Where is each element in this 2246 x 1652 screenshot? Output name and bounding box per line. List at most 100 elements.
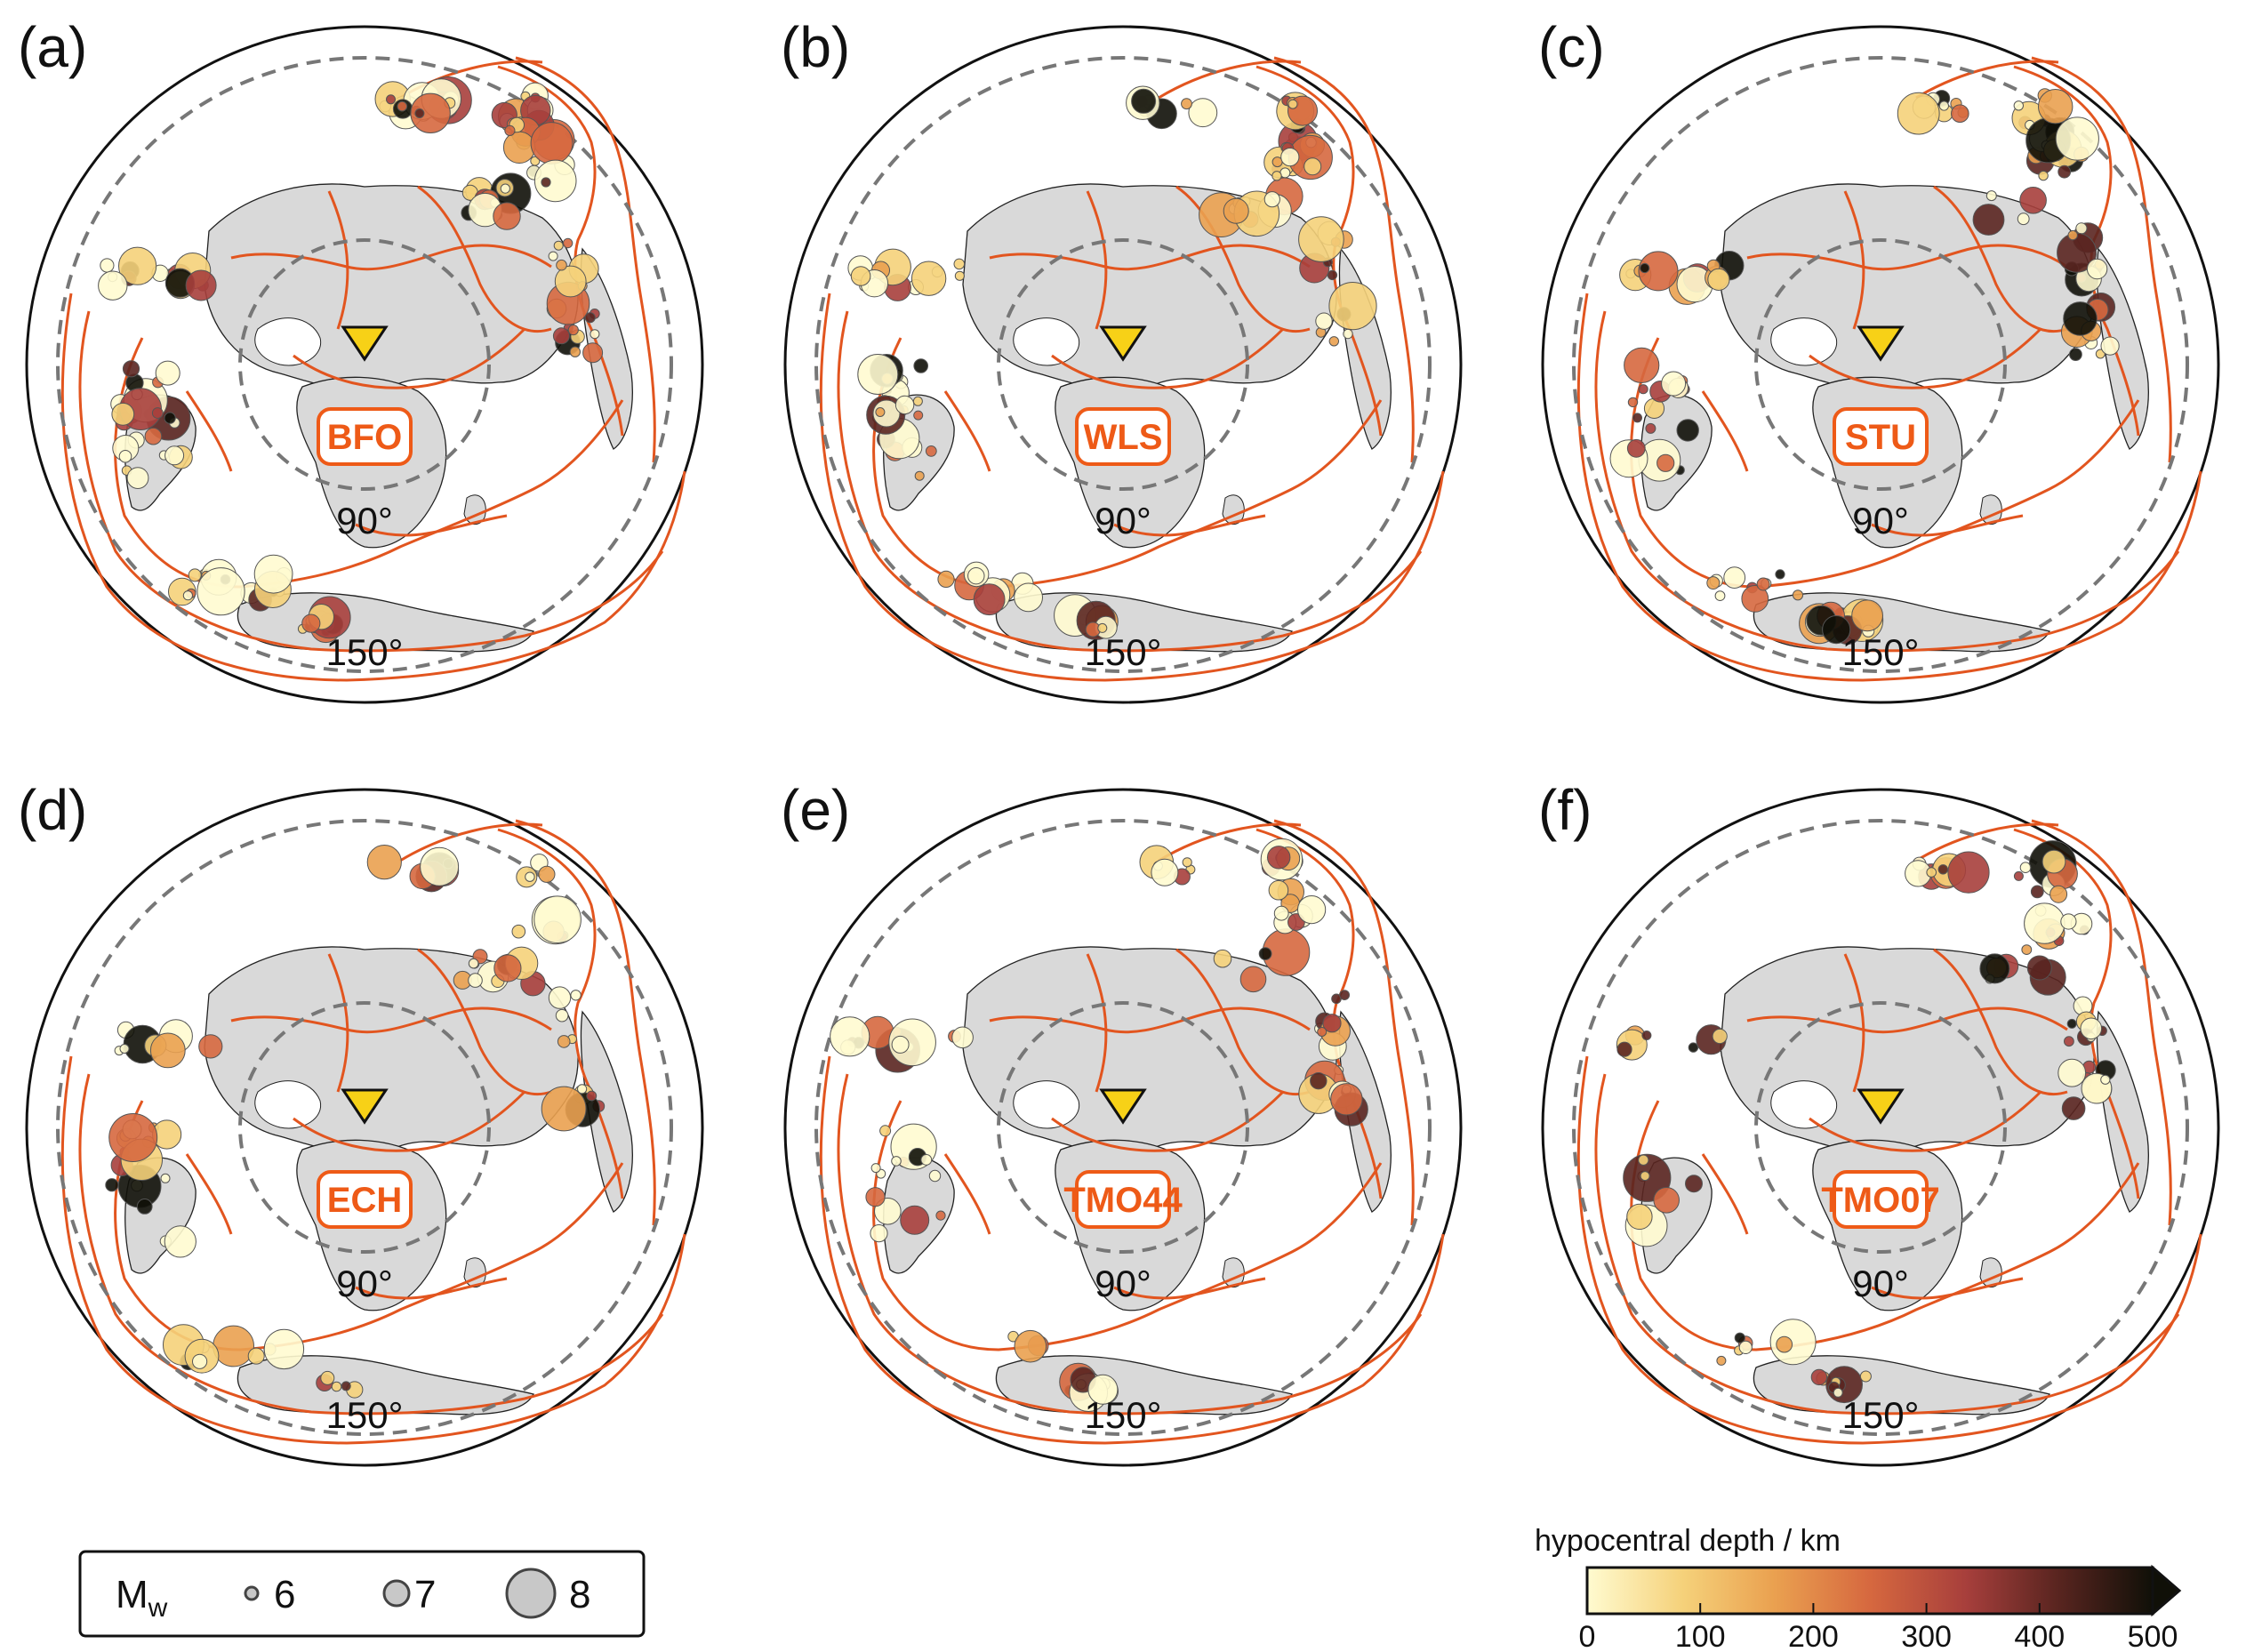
earthquake-event (557, 1035, 571, 1048)
earthquake-event (2017, 213, 2030, 226)
earthquake-event (185, 269, 217, 301)
earthquake-event (900, 1205, 930, 1235)
earthquake-event (1624, 347, 1660, 383)
earthquake-event (2064, 1036, 2074, 1047)
legend-label-8: 8 (569, 1573, 590, 1616)
earthquake-event (160, 1173, 171, 1183)
earthquake-event (1097, 622, 1108, 633)
event-layer (105, 845, 606, 1399)
earthquake-event (111, 402, 135, 426)
earthquake-event (108, 1113, 158, 1162)
earthquake-event (1769, 1319, 1817, 1366)
earthquake-event (197, 567, 245, 616)
earthquake-event (105, 1178, 119, 1192)
earthquake-event (912, 396, 923, 406)
distance-label-outer: 150° (1085, 631, 1162, 673)
earthquake-event (872, 399, 901, 428)
earthquake-event (577, 1084, 588, 1095)
earthquake-event (502, 131, 536, 164)
earthquake-event (192, 1353, 208, 1369)
legend-title: Mw (116, 1573, 168, 1623)
earthquake-event (2086, 258, 2108, 280)
earthquake-event (320, 1370, 335, 1385)
distance-label-inner: 90° (336, 500, 393, 541)
station-label: ECH (327, 1181, 402, 1220)
earthquake-event (118, 450, 132, 463)
colorbar-title: hypocentral depth / km (1535, 1524, 1841, 1558)
earthquake-event (1738, 1340, 1753, 1354)
earthquake-event (891, 1035, 910, 1054)
earthquake-event (1328, 282, 1377, 331)
earthquake-event (2041, 849, 2066, 874)
earthquake-event (552, 327, 570, 345)
legend-circle-medium (382, 1579, 411, 1608)
map-panel-c: (c) STU 90° 150° (1538, 15, 2220, 704)
earthquake-event (1268, 879, 1289, 901)
earthquake-event (100, 258, 115, 273)
earthquake-event (1712, 1028, 1728, 1045)
legend-label-7: 7 (414, 1573, 436, 1616)
earthquake-event (2049, 885, 2068, 903)
earthquake-event (198, 1034, 223, 1059)
panel-letter: (f) (1538, 778, 1592, 842)
earthquake-event (554, 265, 587, 298)
earthquake-event (1947, 851, 1990, 894)
colorbar-tick-label: 500 (2128, 1620, 2178, 1652)
earthquake-event (1239, 966, 1267, 993)
earthquake-event (567, 325, 579, 336)
earthquake-event (164, 445, 185, 466)
earthquake-event (1723, 566, 1746, 589)
distance-label-outer: 150° (1085, 1394, 1162, 1436)
station-label: BFO (327, 418, 402, 457)
earthquake-event (468, 973, 483, 988)
earthquake-event (155, 360, 180, 386)
earthquake-event (263, 1328, 305, 1370)
earthquake-event (548, 251, 558, 261)
earthquake-event (1273, 905, 1289, 921)
earthquake-event (1087, 1374, 1119, 1405)
earthquake-event (920, 1154, 933, 1166)
earthquake-event (1297, 895, 1327, 925)
earthquake-event (1280, 148, 1300, 167)
earthquake-event (538, 865, 556, 883)
earthquake-event (1641, 1030, 1652, 1040)
earthquake-event (1181, 98, 1192, 110)
earthquake-event (1315, 312, 1333, 330)
earthquake-event (2061, 1096, 2086, 1120)
earthquake-event (1271, 171, 1282, 181)
panel-letter: (a) (18, 15, 87, 79)
station-label: TMO44 (1063, 1181, 1183, 1220)
colorbar-ticks: 0 100 200 300 400 500 (1579, 1603, 2178, 1652)
earthquake-event (584, 312, 596, 324)
depth-colorbar: hypocentral depth / km 0 100 200 300 400 500 (1535, 1524, 2182, 1652)
earthquake-event (414, 108, 425, 118)
earthquake-event (2055, 116, 2099, 161)
event-layer (830, 838, 1368, 1413)
earthquake-event (1638, 251, 1679, 292)
earthquake-event (2021, 944, 2033, 956)
earthquake-event (2030, 885, 2044, 899)
earthquake-event (590, 329, 600, 340)
earthquake-event (500, 183, 510, 194)
earthquake-event (937, 570, 955, 588)
earthquake-event (953, 258, 966, 270)
earthquake-event (555, 1008, 569, 1022)
earthquake-event (164, 1225, 197, 1258)
earthquake-event (1685, 1175, 1703, 1193)
earthquake-event (1317, 1027, 1328, 1037)
earthquake-event (2100, 1074, 2111, 1085)
earthquake-event (541, 1086, 587, 1132)
distance-label-outer: 150° (326, 631, 404, 673)
earthquake-event (122, 360, 140, 378)
earthquake-event (213, 1325, 255, 1367)
earthquake-event (570, 990, 582, 1001)
station-label: WLS (1084, 418, 1163, 457)
earthquake-event (2013, 100, 2025, 111)
earthquake-event (366, 845, 402, 880)
earthquake-event (2019, 862, 2032, 874)
panel-letter: (d) (18, 778, 87, 842)
earthquake-event (562, 237, 574, 249)
earthquake-event (1632, 413, 1642, 423)
earthquake-event (1926, 867, 1937, 878)
